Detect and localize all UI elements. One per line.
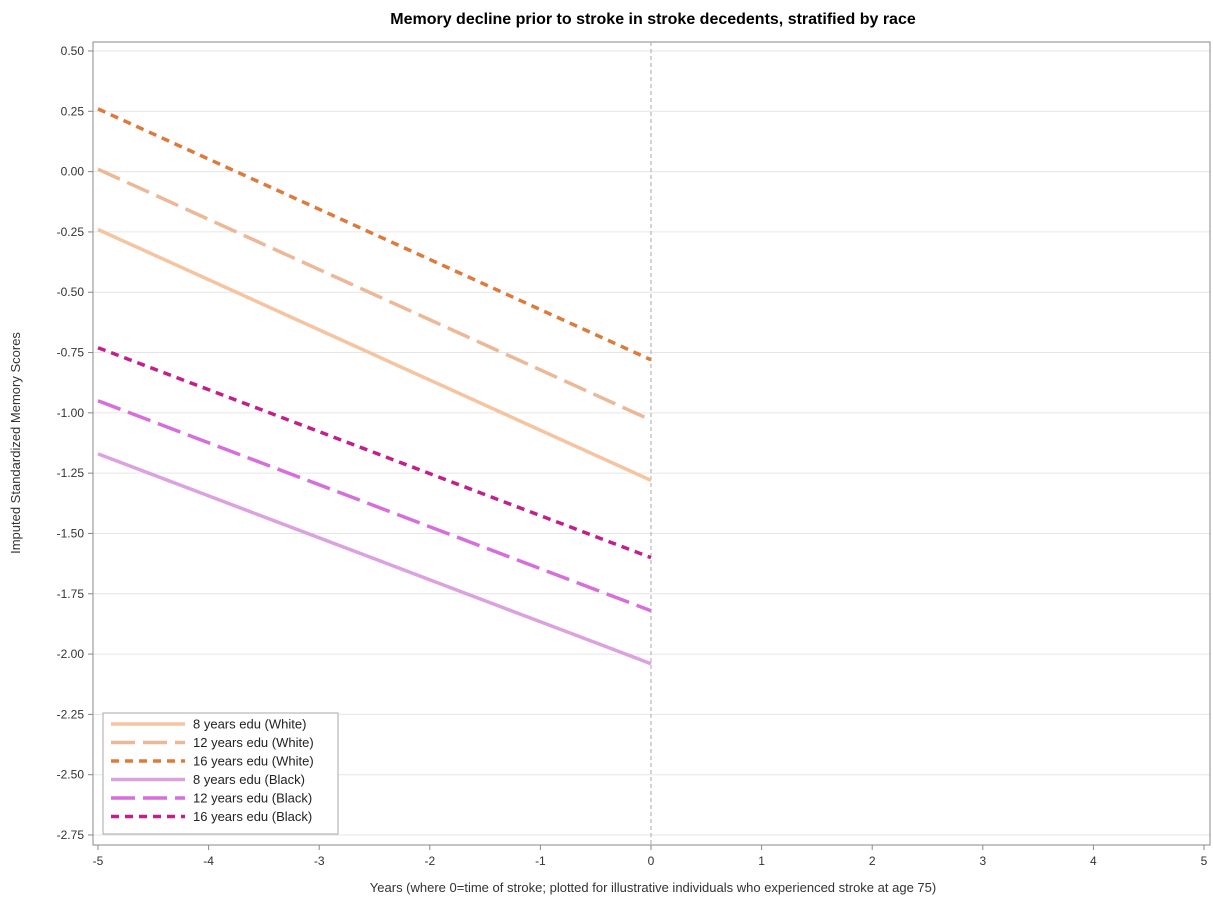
legend: 8 years edu (White) 12 years edu (White) 1… — [102, 712, 339, 835]
series-line-5 — [97, 399, 652, 613]
y-tick-label: -2.75 — [57, 828, 85, 842]
legend-label: 8 years edu (Black) — [193, 772, 305, 787]
y-tick-label: 0.00 — [61, 165, 85, 179]
x-tick-label: -1 — [535, 854, 546, 868]
x-tick-label: -3 — [314, 854, 325, 868]
legend-label: 8 years edu (White) — [193, 717, 306, 732]
series-lines — [97, 107, 652, 666]
x-tick-label: 5 — [1201, 854, 1208, 868]
y-tick-label: -0.75 — [57, 346, 85, 360]
series-line-6 — [97, 346, 652, 560]
y-tick-label: -1.75 — [57, 587, 85, 601]
x-tick-label: 2 — [869, 854, 876, 868]
legend-label: 12 years edu (White) — [193, 735, 314, 750]
x-tick-label: -4 — [203, 854, 214, 868]
legend-label: 16 years edu (White) — [193, 754, 314, 769]
x-tick-label: 3 — [979, 854, 986, 868]
y-tick-label: -1.25 — [57, 466, 85, 480]
x-tick-label: 1 — [758, 854, 765, 868]
x-axis: -5 -4 -3 -2 -1 0 1 2 3 4 5 — [93, 845, 1208, 868]
y-tick-label: -2.00 — [57, 647, 85, 661]
y-tick-label: -0.25 — [57, 225, 85, 239]
x-tick-label: -5 — [93, 854, 104, 868]
series-line-2 — [97, 167, 652, 422]
legend-label: 12 years edu (Black) — [193, 791, 312, 806]
series-line-1 — [97, 227, 652, 482]
x-axis-label: Years (where 0=time of stroke; plotted f… — [370, 880, 936, 895]
x-tick-label: 0 — [648, 854, 655, 868]
y-tick-label: 0.25 — [61, 104, 85, 118]
legend-box — [102, 712, 339, 835]
y-tick-label: 0.50 — [61, 44, 85, 58]
y-tick-label: -0.50 — [57, 285, 85, 299]
y-axis: 0.50 0.25 0.00 -0.25 -0.50 -0.75 -1.00 -1.25 -1.… — [57, 44, 93, 842]
legend-label: 16 years edu (Black) — [193, 809, 312, 824]
series-line-3 — [97, 107, 652, 362]
x-tick-label: 4 — [1090, 854, 1097, 868]
y-tick-label: -2.25 — [57, 707, 85, 721]
y-tick-label: -2.50 — [57, 768, 85, 782]
y-axis-label: Imputed Standardized Memory Scores — [8, 332, 23, 554]
chart-title: Memory decline prior to stroke in stroke… — [390, 11, 916, 28]
series-line-4 — [97, 452, 652, 666]
y-tick-label: -1.50 — [57, 526, 85, 540]
x-tick-label: -2 — [424, 854, 435, 868]
y-tick-label: -1.00 — [57, 406, 85, 420]
